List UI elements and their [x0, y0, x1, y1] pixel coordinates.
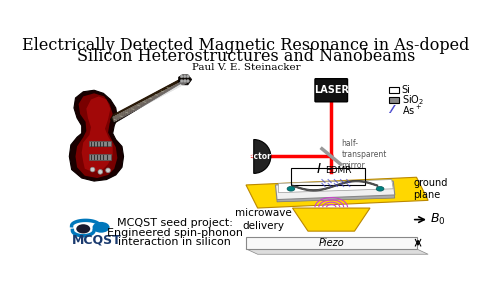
Text: EDMR: EDMR	[325, 166, 351, 175]
FancyBboxPatch shape	[315, 79, 348, 102]
Polygon shape	[75, 93, 117, 178]
Polygon shape	[246, 177, 428, 208]
Polygon shape	[82, 96, 113, 172]
Text: SiO$_2$: SiO$_2$	[402, 93, 424, 107]
Circle shape	[90, 167, 95, 172]
Circle shape	[186, 75, 190, 78]
Text: $B_0$: $B_0$	[430, 212, 445, 227]
Text: As$^+$: As$^+$	[402, 104, 422, 117]
Text: ⁄⁄: ⁄⁄	[390, 105, 394, 115]
Polygon shape	[179, 75, 192, 85]
Text: MCQST seed project:: MCQST seed project:	[117, 218, 233, 229]
Text: $I$: $I$	[316, 162, 322, 176]
Ellipse shape	[76, 224, 90, 233]
Text: MCQST: MCQST	[72, 234, 122, 247]
Text: Detector: Detector	[233, 152, 271, 161]
Text: Si: Si	[402, 85, 411, 95]
FancyBboxPatch shape	[389, 97, 399, 103]
Text: half-
transparent
mirror: half- transparent mirror	[341, 139, 387, 170]
FancyBboxPatch shape	[246, 237, 417, 249]
Text: Electrically Detected Magnetic Resonance in As-doped: Electrically Detected Magnetic Resonance…	[22, 37, 470, 54]
Polygon shape	[69, 90, 123, 181]
FancyBboxPatch shape	[89, 141, 111, 146]
Text: microwave
delivery: microwave delivery	[236, 208, 292, 231]
FancyBboxPatch shape	[389, 87, 399, 93]
Circle shape	[180, 75, 183, 78]
Ellipse shape	[376, 186, 384, 191]
Text: Paul V. E. Steinacker: Paul V. E. Steinacker	[192, 63, 300, 72]
Ellipse shape	[287, 186, 295, 191]
Text: Piezo: Piezo	[318, 238, 344, 248]
Polygon shape	[277, 189, 395, 202]
Text: Engineered spin-phonon: Engineered spin-phonon	[107, 228, 243, 238]
Polygon shape	[246, 249, 428, 254]
Circle shape	[98, 170, 103, 174]
Circle shape	[180, 79, 183, 83]
Circle shape	[183, 79, 186, 83]
Polygon shape	[111, 79, 181, 121]
Text: ground
plane: ground plane	[413, 177, 448, 200]
Text: Silicon Heterostructures and Nanobeams: Silicon Heterostructures and Nanobeams	[77, 48, 415, 65]
Ellipse shape	[93, 222, 109, 233]
Circle shape	[186, 79, 190, 83]
Circle shape	[106, 168, 110, 173]
Circle shape	[183, 75, 186, 78]
Polygon shape	[276, 181, 395, 200]
Polygon shape	[110, 79, 182, 123]
Text: interaction in silicon: interaction in silicon	[118, 237, 231, 247]
FancyBboxPatch shape	[89, 154, 111, 160]
Text: LASER: LASER	[314, 85, 349, 95]
Polygon shape	[278, 180, 393, 193]
Polygon shape	[292, 208, 370, 231]
Wedge shape	[254, 139, 271, 173]
